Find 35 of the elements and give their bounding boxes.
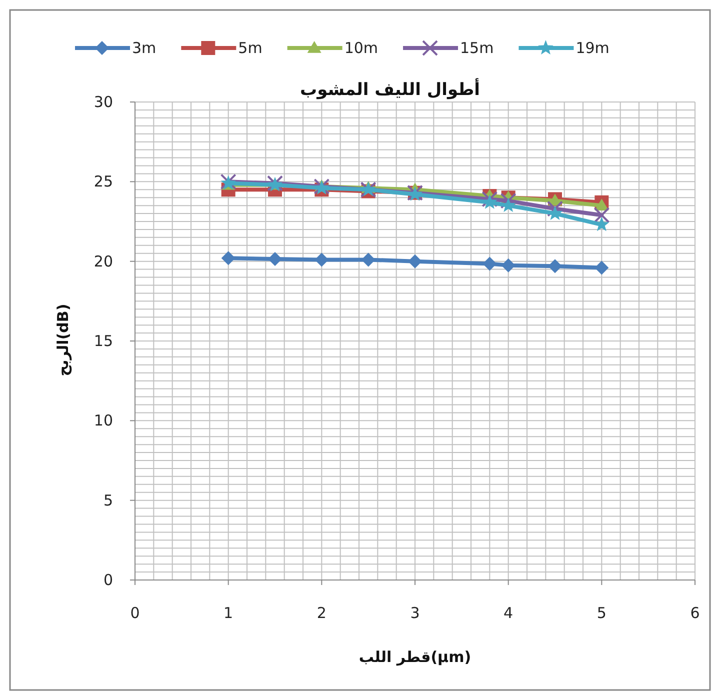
legend-label: 19m	[576, 39, 610, 57]
y-tick-label: 20	[94, 252, 113, 270]
point	[361, 252, 376, 267]
point	[501, 258, 516, 272]
legend-label: 5m	[238, 39, 262, 57]
chart-title: أطوال الليف المشوب	[300, 78, 480, 100]
point	[268, 252, 282, 266]
point	[482, 191, 498, 208]
y-axis-title: الربح(dB)	[54, 304, 72, 376]
legend-label: 15m	[460, 39, 494, 57]
y-tick-label: 5	[103, 491, 113, 510]
x-tick-label: 0	[130, 604, 140, 622]
point	[594, 207, 610, 224]
x-tick-label: 4	[504, 604, 514, 622]
x-tick-label: 2	[316, 604, 326, 622]
y-tick-label: 0	[103, 571, 113, 589]
point	[548, 259, 562, 274]
point	[594, 198, 609, 210]
legend-label: 3m	[132, 39, 156, 57]
x-axis-title: قطر اللب(µm)	[358, 648, 472, 666]
point	[221, 251, 236, 266]
x-tick-label: 3	[410, 604, 420, 622]
y-tick-label: 10	[94, 412, 113, 430]
y-tick-label: 30	[94, 93, 113, 111]
legend-label: 10m	[344, 39, 378, 57]
y-tick-label: 15	[94, 332, 113, 350]
x-tick-label: 1	[224, 604, 234, 622]
y-tick-label: 25	[94, 172, 113, 191]
x-tick-label: 5	[596, 604, 606, 622]
x-tick-label: 6	[690, 604, 700, 622]
point	[408, 254, 422, 268]
point	[482, 256, 497, 271]
point	[314, 252, 329, 267]
point	[594, 260, 609, 275]
point	[482, 194, 498, 209]
